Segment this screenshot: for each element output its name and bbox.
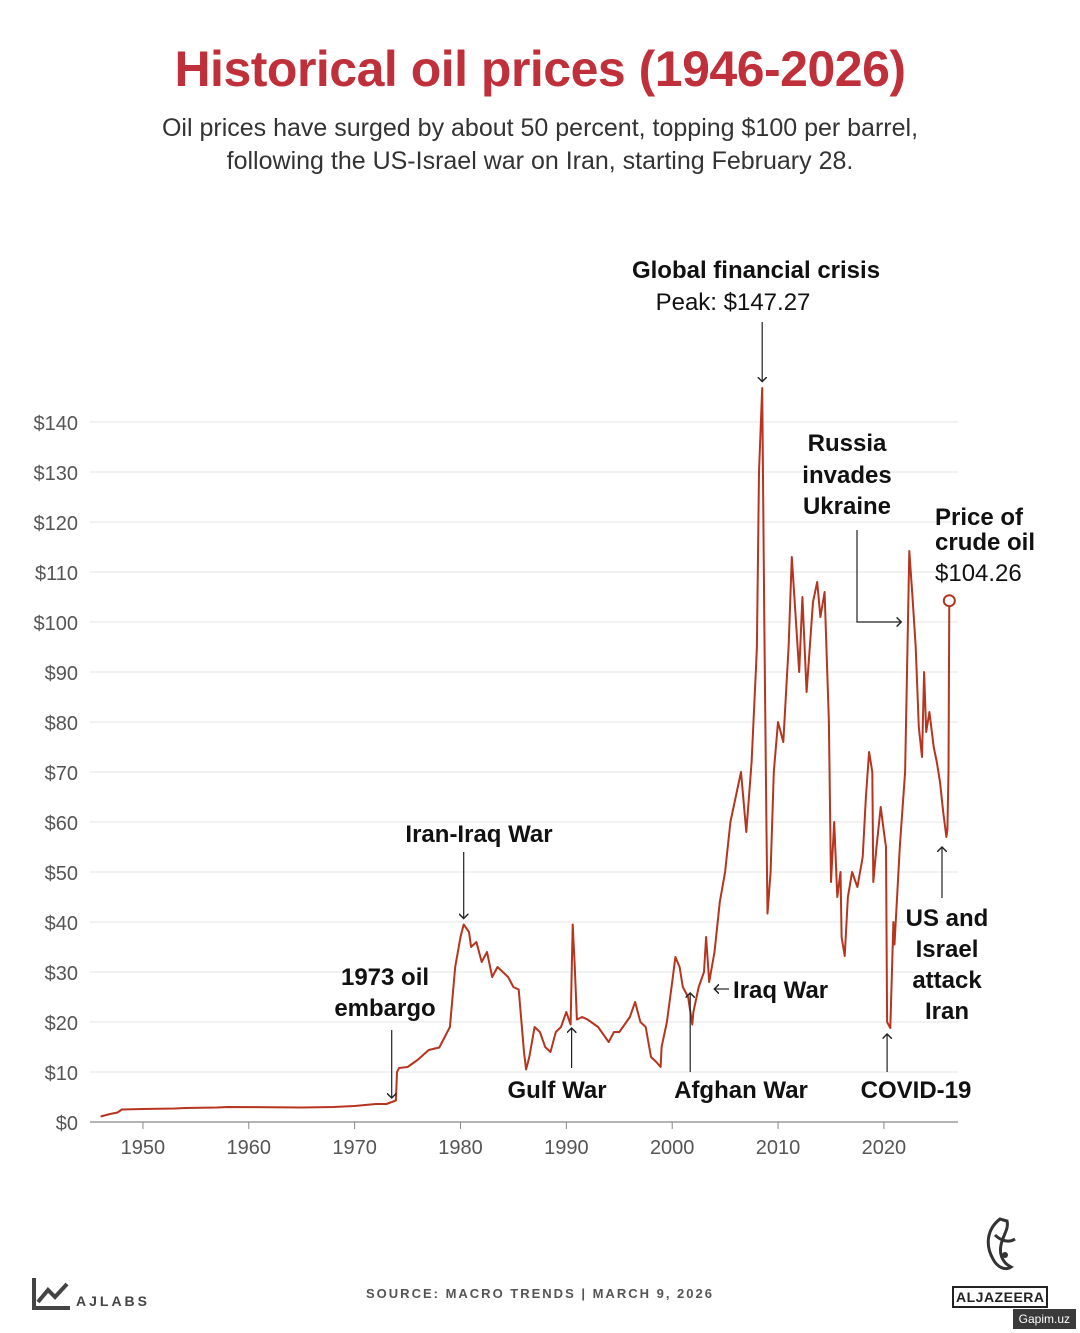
y-tick-label: $0 (56, 1113, 78, 1135)
annotation-covid-title: COVID-19 (861, 1077, 972, 1104)
annotation-russia-line1: Russia (808, 430, 887, 457)
chart-trend-icon (32, 1278, 70, 1310)
y-axis: $0 $10 $20 $30 $40 $50 $60 $70 $80 $90 $100 $110 $12… (34, 413, 79, 1135)
chart-title: Historical oil prices (1946-2026) (174, 41, 906, 97)
subtitle-line-2: following the US-Israel war on Iran, sta… (226, 147, 854, 175)
y-tick-label: $10 (45, 1063, 78, 1085)
annotation-russia-line3: Ukraine (803, 493, 891, 520)
annotation-usisrael-line1: US and (906, 905, 989, 932)
y-tick-label: $80 (45, 713, 78, 735)
price-series (100, 387, 956, 1118)
annotation-iraqwar-title: Iraq War (733, 977, 828, 1004)
y-tick-label: $60 (45, 813, 78, 835)
y-tick-label: $110 (35, 563, 78, 585)
y-tick-label: $120 (34, 513, 79, 535)
annotation-usisrael-line4: Iran (925, 998, 969, 1025)
annotation-embargo-line2: embargo (334, 995, 435, 1022)
y-tick-label: $100 (34, 613, 79, 635)
annotation-afghan-title: Afghan War (674, 1077, 808, 1104)
annotation-embargo-line1: 1973 oil (341, 964, 429, 991)
annotation-gfc-title: Global financial crisis (632, 257, 880, 284)
annotation-usisrael-line2: Israel (916, 936, 979, 963)
y-tick-label: $90 (45, 663, 78, 685)
x-tick-label: 2010 (756, 1137, 801, 1159)
chart-subtitle: Oil prices have surged by about 50 perce… (0, 112, 1080, 178)
x-tick-label: 1990 (544, 1137, 589, 1159)
y-tick-label: $30 (45, 963, 78, 985)
annotation-gfc-detail: Peak: $147.27 (656, 289, 811, 316)
x-tick-label: 1950 (121, 1137, 166, 1159)
source-line: SOURCE: MACRO TRENDS | MARCH 9, 2026 (366, 1286, 714, 1301)
annotation-price-line1: Price of (935, 504, 1024, 531)
annotation-russia-arrow (856, 530, 901, 622)
y-tick-label: $130 (34, 463, 79, 485)
ajlabs-logo: AJLABS (30, 1274, 150, 1314)
watermark: Gapim.uz (1012, 1309, 1076, 1329)
x-tick-label: 1970 (332, 1137, 377, 1159)
annotations: Global financial crisis Peak: $147.27 Russ… (334, 257, 1035, 1104)
latest-price-point (942, 594, 956, 608)
x-tick-label: 1960 (227, 1137, 272, 1159)
x-tick-label: 1980 (438, 1137, 483, 1159)
ajlabs-label: AJLABS (76, 1293, 151, 1309)
subtitle-line-1: Oil prices have surged by about 50 perce… (161, 114, 919, 142)
x-tick-label: 2020 (862, 1137, 907, 1159)
annotation-iraniraq-title: Iran-Iraq War (405, 821, 552, 848)
annotation-russia-line2: invades (802, 462, 891, 489)
annotation-usisrael-line3: attack (912, 967, 982, 994)
annotation-gulf-title: Gulf War (507, 1077, 606, 1104)
grid-lines (90, 421, 958, 1073)
annotation-price-value: $104.26 (935, 560, 1022, 587)
x-tick-label: 2000 (650, 1137, 695, 1159)
annotation-price-line2: crude oil (935, 529, 1035, 556)
y-tick-label: $70 (45, 763, 78, 785)
aljazeera-emblem-icon (986, 1217, 1016, 1271)
y-tick-label: $40 (45, 913, 78, 935)
y-tick-label: $20 (45, 1013, 78, 1035)
x-axis: 1950 1960 1970 1980 1990 2000 2010 2020 (90, 1121, 958, 1159)
aljazeera-logo: ALJAZEERA (952, 1215, 1048, 1308)
y-tick-label: $140 (34, 413, 79, 435)
y-tick-label: $50 (45, 863, 78, 885)
aljazeera-wordmark: ALJAZEERA (952, 1286, 1048, 1308)
price-line (100, 387, 951, 1118)
